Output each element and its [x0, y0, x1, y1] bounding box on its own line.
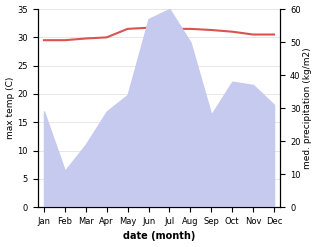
Y-axis label: max temp (C): max temp (C): [5, 77, 15, 139]
X-axis label: date (month): date (month): [123, 231, 195, 242]
Y-axis label: med. precipitation (kg/m2): med. precipitation (kg/m2): [303, 47, 313, 169]
